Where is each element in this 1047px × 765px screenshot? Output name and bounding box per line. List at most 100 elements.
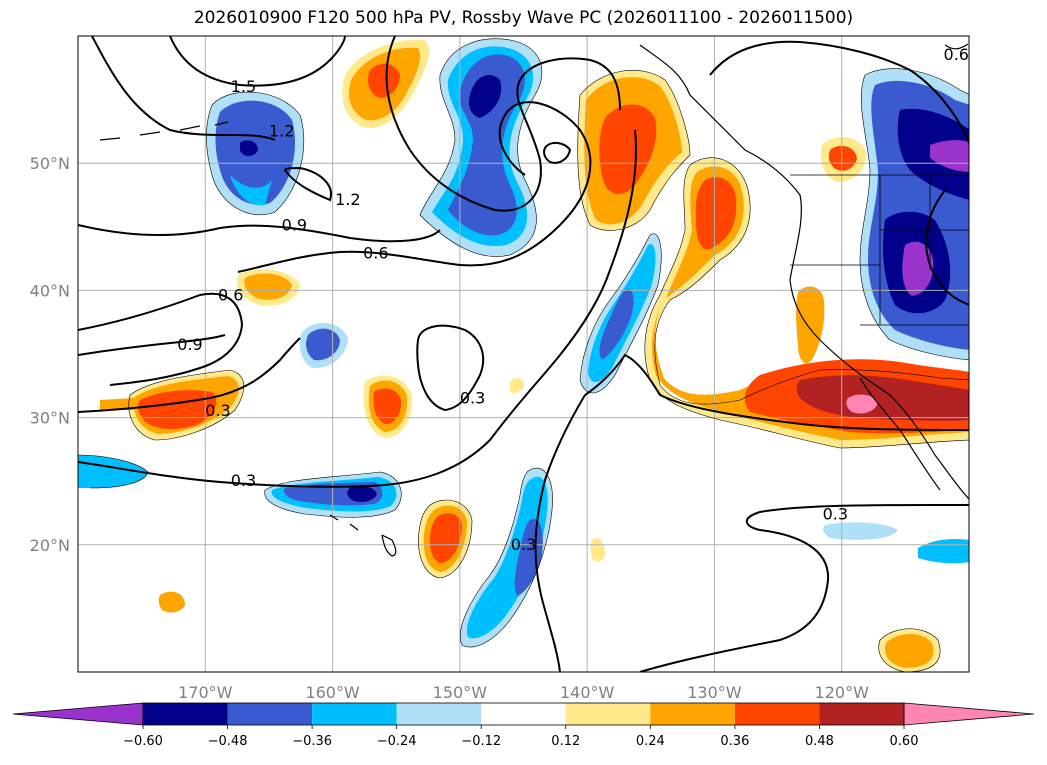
- contour-label-3: 0.9: [282, 216, 307, 235]
- anomaly-pos-aleutian-core: [368, 63, 400, 98]
- anomaly-neg-gulf-blue: [448, 54, 525, 236]
- contour-label-7: 0.3: [205, 401, 230, 420]
- colorbar-bin-7: [734, 703, 820, 725]
- pv-contours: [78, 36, 969, 672]
- colorbar-tick-label-7: 0.36: [720, 734, 749, 749]
- lat-label-0: 50°N: [30, 154, 70, 173]
- contour-label-1: 1.2: [269, 121, 294, 140]
- anomaly-neg-small1-core: [306, 328, 340, 361]
- anomaly-neg-west-edge: [78, 455, 148, 488]
- anomaly-neg-hawaii-dark: [347, 486, 377, 502]
- anomaly-pos-socal-dark: [796, 375, 969, 421]
- contour-0-9-west: [78, 334, 226, 356]
- contour-0-3-se: [639, 504, 969, 672]
- anomaly-neg-streamer-mid: [466, 476, 548, 639]
- colorbar-bin-2: [312, 703, 397, 725]
- colorbar-below-arrow: [12, 702, 144, 726]
- contour-0-9: [78, 224, 441, 243]
- colorbar-frame: [142, 702, 905, 726]
- anomaly-pos-oregon-core: [828, 145, 857, 171]
- contour-label-4: 0.6: [363, 244, 388, 263]
- shaded-anomalies: [78, 38, 969, 672]
- contour-1-5: [169, 36, 346, 87]
- lat-label-1: 40°N: [30, 281, 70, 300]
- colorbar-tick-label-0: −0.60: [123, 734, 163, 749]
- lon-label-2: 150°W: [433, 683, 488, 702]
- anomaly-pos-small4: [590, 538, 605, 562]
- colorbar-bin-3: [396, 703, 482, 725]
- anomaly-pos-small2-core: [373, 388, 402, 425]
- anomaly-pos-small1-core: [244, 273, 292, 300]
- colorbar-tick-label-4: −0.12: [461, 734, 501, 749]
- contour-label-2: 1.2: [335, 190, 360, 209]
- contour-label-8: 0.3: [231, 471, 256, 490]
- anomaly-pos-subtropic-core: [429, 513, 462, 563]
- colorbar-bin-4: [481, 703, 566, 725]
- anomaly-neg-rockies-purple: [902, 241, 934, 296]
- contour-1-2-loop: [283, 166, 332, 202]
- longitude-labels: 170°W 160°W 150°W 140°W 130°W 120°W: [178, 683, 869, 702]
- anomaly-pos-small3: [158, 591, 185, 613]
- lat-label-2: 30°N: [30, 409, 70, 428]
- anomaly-neg-bering-core: [230, 175, 272, 206]
- colorbar-tick-label-1: −0.48: [208, 734, 248, 749]
- lon-label-3: 140°W: [560, 683, 615, 702]
- chart-title: 2026010900 F120 500 hPa PV, Rossby Wave …: [193, 8, 854, 28]
- lon-label-0: 170°W: [178, 683, 233, 702]
- contour-0-6-west: [78, 292, 244, 386]
- contour-label-10: 0.3: [511, 535, 536, 554]
- contour-0-6: [237, 101, 592, 273]
- hawaiian-islands: [329, 514, 397, 557]
- contour-label-11: 0.3: [823, 504, 848, 523]
- colorbar-tick-label-8: 0.48: [805, 734, 834, 749]
- colorbar-tick-label-9: 0.60: [890, 734, 919, 749]
- map-plot-area: 1.5 1.2 1.2 0.9 0.6 0.6 0.9 0.3 0.3 0.3 0.3 0.3 0.6: [78, 36, 969, 672]
- anomaly-neg-bering-dark: [240, 140, 258, 156]
- lon-label-5: 120°W: [815, 683, 870, 702]
- coast-islands-se: [944, 43, 969, 50]
- colorbar-bin-5: [565, 703, 651, 725]
- coastlines: [99, 43, 969, 557]
- colorbar-above-arrow: [903, 702, 1035, 726]
- anomaly-pos-ridge-core: [599, 104, 657, 195]
- grid-lines: [78, 36, 969, 672]
- latitude-labels: 50°N 40°N 30°N 20°N: [30, 154, 70, 555]
- contour-0-3-mid: [78, 129, 637, 488]
- colorbar-tick-label-6: 0.24: [636, 734, 665, 749]
- colorbar-bin-8: [819, 703, 904, 725]
- contour-0-3-loop: [416, 324, 485, 412]
- anomaly-outlines: [78, 38, 969, 672]
- colorbar-bin-1: [227, 703, 313, 725]
- contour-1-2-west: [91, 36, 276, 141]
- anomaly-pos-offshore-red: [695, 177, 737, 250]
- anomaly-neg-rockies-purple2: [930, 140, 969, 172]
- lon-label-4: 130°W: [687, 683, 742, 702]
- colorbar-tick-label-3: −0.24: [377, 734, 417, 749]
- contour-rockies: [709, 40, 969, 146]
- colorbar-tick-label-5: 0.12: [551, 734, 580, 749]
- contour-label-6: 0.9: [177, 335, 202, 354]
- us-states: [790, 174, 969, 326]
- anomaly-neg-mid-blue: [599, 289, 634, 360]
- contour-label-0: 1.5: [231, 77, 256, 96]
- contour-0-3-west: [78, 337, 301, 413]
- anomaly-pos-california: [796, 286, 825, 364]
- colorbar-bin-0: [143, 703, 228, 725]
- anomaly-neg-gulf-dark: [468, 75, 502, 118]
- contour-labels: 1.5 1.2 1.2 0.9 0.6 0.6 0.9 0.3 0.3 0.3 0.3 0.3 0.6: [177, 45, 969, 554]
- lat-label-3: 20°N: [30, 536, 70, 555]
- anomaly-pos-small5: [510, 378, 525, 394]
- aleutian-islands: [99, 121, 229, 141]
- plot-frame: [77, 35, 970, 673]
- colorbar-bin-6: [650, 703, 735, 725]
- contour-rockies-inner: [924, 189, 969, 306]
- contour-label-9: 0.3: [460, 389, 485, 408]
- contour-label-5: 0.6: [218, 285, 243, 304]
- contour-0-3-stream: [534, 394, 586, 672]
- colorbar: −0.60 −0.48 −0.36 −0.24 −0.12 0.12 0.24 0.36 0.4…: [12, 702, 1035, 749]
- anomaly-pos-se-core: [884, 634, 934, 668]
- anomaly-pos-socal-pink: [846, 394, 878, 414]
- contour-label-12: 0.6: [944, 45, 969, 64]
- lon-label-1: 160°W: [305, 683, 360, 702]
